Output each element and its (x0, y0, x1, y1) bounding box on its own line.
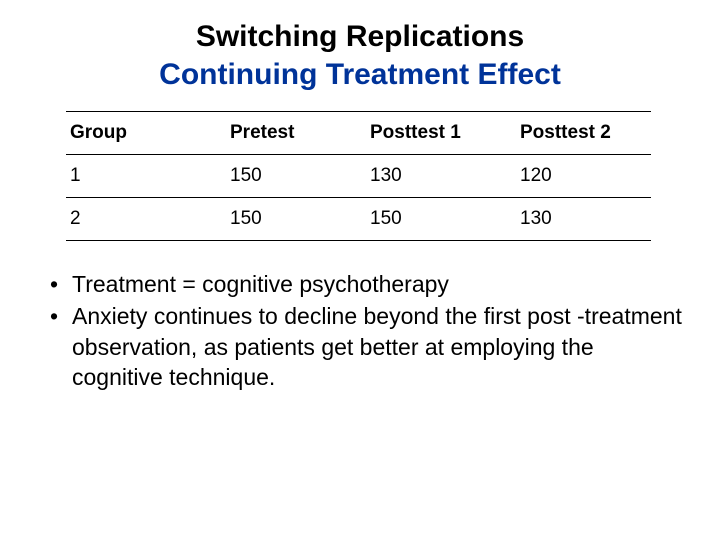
slide-title: Switching Replications Continuing Treatm… (36, 18, 684, 93)
title-line-1: Switching Replications (36, 18, 684, 56)
title-line-2: Continuing Treatment Effect (36, 56, 684, 94)
table-cell: 150 (226, 155, 366, 198)
table-cell: 130 (366, 155, 516, 198)
list-item: • Anxiety continues to decline beyond th… (36, 301, 684, 392)
table-header: Group (66, 112, 226, 155)
table-row: 1 150 130 120 (66, 155, 651, 198)
table-row: 2 150 150 130 (66, 198, 651, 241)
table-header: Posttest 1 (366, 112, 516, 155)
slide: Switching Replications Continuing Treatm… (0, 0, 720, 392)
table-cell: 150 (226, 198, 366, 241)
table-cell: 150 (366, 198, 516, 241)
bullet-icon: • (36, 301, 72, 392)
list-item: • Treatment = cognitive psychotherapy (36, 269, 684, 299)
table-cell: 120 (516, 155, 651, 198)
table-cell: 1 (66, 155, 226, 198)
bullet-icon: • (36, 269, 72, 299)
table-header-row: Group Pretest Posttest 1 Posttest 2 (66, 112, 651, 155)
table-cell: 2 (66, 198, 226, 241)
table-cell: 130 (516, 198, 651, 241)
bullet-text: Anxiety continues to decline beyond the … (72, 301, 684, 392)
data-table: Group Pretest Posttest 1 Posttest 2 1 15… (66, 111, 651, 241)
bullet-text: Treatment = cognitive psychotherapy (72, 269, 684, 299)
bullet-list: • Treatment = cognitive psychotherapy • … (36, 269, 684, 392)
table-header: Posttest 2 (516, 112, 651, 155)
table-header: Pretest (226, 112, 366, 155)
